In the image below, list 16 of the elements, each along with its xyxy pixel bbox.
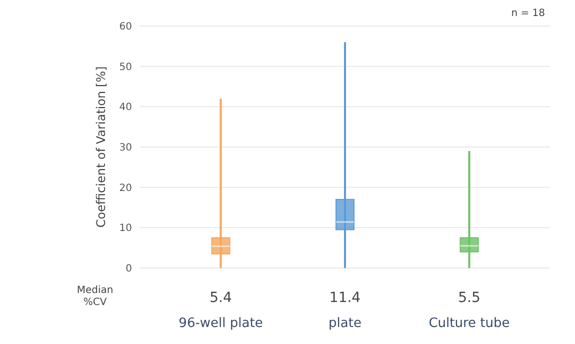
y-tick-label: 20 bbox=[119, 182, 132, 194]
y-tick-label: 50 bbox=[119, 62, 132, 73]
x-tick-label: plate bbox=[328, 316, 362, 331]
text: 11.4 bbox=[329, 290, 361, 306]
x-tick-label: Culture tube bbox=[428, 316, 510, 331]
x-tick-label: 96-well plate bbox=[178, 316, 263, 331]
text: Median %CV bbox=[76, 285, 114, 308]
y-tick-label: 40 bbox=[119, 102, 132, 114]
y-tick-label: 10 bbox=[119, 223, 132, 234]
text: 5.4 bbox=[210, 290, 232, 306]
y-tick-label: 0 bbox=[126, 264, 132, 274]
text: n = 18 bbox=[511, 8, 545, 19]
y-tick-label: 30 bbox=[119, 142, 132, 154]
y-tick-label: 60 bbox=[119, 22, 132, 32]
text: 5.5 bbox=[458, 290, 480, 306]
y-axis-title: Coefficient of Variation [%] bbox=[94, 66, 108, 228]
